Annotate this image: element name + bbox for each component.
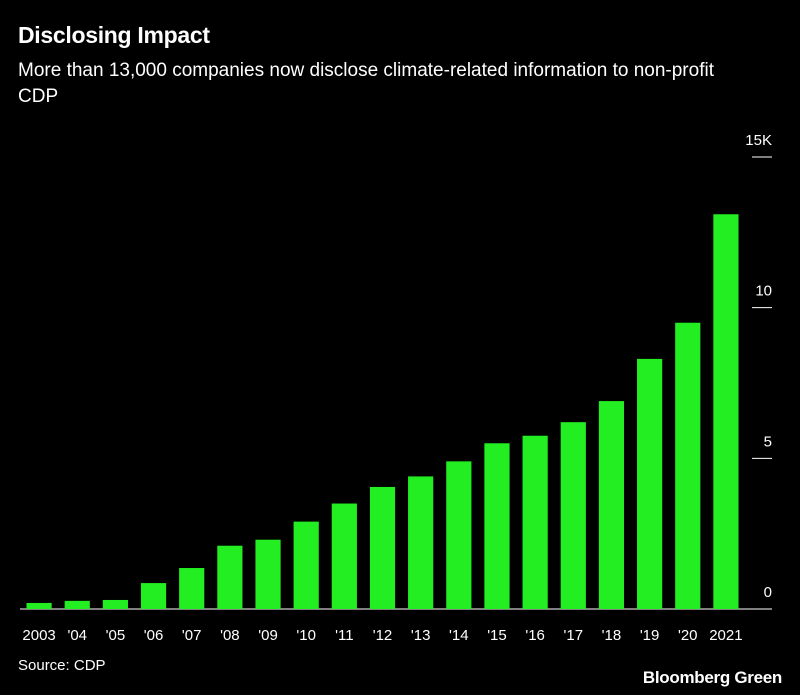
bar [217,545,243,609]
x-tick-label: '06 [144,627,164,644]
x-tick-label: '19 [640,627,660,644]
x-tick-label: '17 [564,627,584,644]
x-tick-label: '11 [335,627,353,644]
x-tick-label: '13 [411,627,431,644]
x-tick-label: '15 [487,627,507,644]
bar [675,322,701,609]
x-tick-label: '08 [220,627,240,644]
x-tick-label: '09 [258,627,278,644]
bar [102,599,128,609]
bar [598,401,625,609]
x-tick-label: '05 [106,627,126,644]
x-tick-label: '04 [67,627,87,644]
bar [26,602,52,609]
y-tick-label: 5 [764,433,772,450]
bar [64,600,90,609]
x-tick-label: 2021 [709,627,742,644]
x-tick-label: '07 [182,627,202,644]
bar [331,503,357,609]
x-tick-label: 2003 [22,627,55,644]
chart-title: Disclosing Impact [18,22,210,48]
source-note: Source: CDP [18,657,106,674]
y-tick-label: 0 [764,584,772,601]
bar [713,214,739,609]
bar [140,583,167,609]
x-tick-label: '16 [525,627,545,644]
brand: Bloomberg Green [642,668,782,687]
bar [637,358,663,609]
bar [255,539,281,609]
bar [179,568,205,609]
bar [293,521,319,609]
bar [484,443,510,609]
x-tick-label: '18 [602,627,622,644]
y-tick-label: 15K [745,132,772,149]
x-tick-label: '12 [373,627,393,644]
bar [560,422,586,609]
x-tick-label: '14 [449,627,469,644]
y-tick-label: 10 [755,283,772,300]
x-tick-label: '20 [678,627,698,644]
bar [446,461,472,609]
bar [522,435,548,609]
bar [408,476,434,609]
chart-subtitle: More than 13,000 companies now disclose … [18,60,714,107]
x-tick-label: '10 [296,627,316,644]
bar [369,486,396,609]
